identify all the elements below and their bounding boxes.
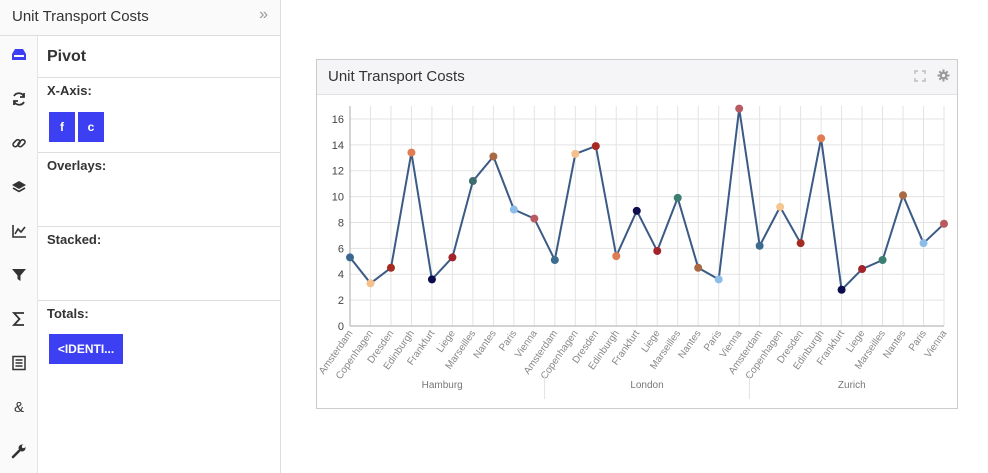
xaxis-section: X-Axis: f c [38,77,280,152]
refresh-icon[interactable] [9,89,29,109]
data-point [509,205,518,214]
overlays-section[interactable]: Overlays: [38,152,280,226]
data-point [735,104,744,113]
data-point [919,239,928,248]
card-header: Unit Transport Costs [317,60,957,95]
data-point [591,142,600,151]
sidebar-title: Unit Transport Costs [12,8,149,25]
xaxis-chip-f[interactable]: f [49,112,75,142]
y-tick-label: 12 [332,166,344,178]
y-tick-label: 6 [338,243,344,255]
sidebar: Unit Transport Costs » & [0,0,281,473]
overlays-label: Overlays: [47,158,107,173]
x-group-label: London [630,380,663,391]
data-point [612,252,621,261]
sidebar-header: Unit Transport Costs » [0,0,280,36]
data-point [468,177,477,186]
gear-icon[interactable] [937,69,950,87]
document-icon[interactable] [9,353,29,373]
data-point [899,191,908,200]
data-point [407,148,416,157]
data-point [427,275,436,284]
y-tick-label: 16 [332,114,344,126]
data-point [530,214,539,223]
data-point [386,263,395,272]
x-group-label: Zurich [838,380,866,391]
y-tick-label: 8 [338,217,344,229]
data-point [796,239,805,248]
data-point [714,275,723,284]
y-tick-label: 4 [338,269,344,281]
y-tick-label: 0 [338,321,344,333]
totals-section: Totals: <IDENTI... [38,300,280,401]
panel-title: Pivot [47,48,87,65]
xaxis-label: X-Axis: [47,83,92,98]
pivot-panel: Pivot X-Axis: f c Overlays: Stacked: Tot… [38,36,280,473]
filter-icon[interactable] [9,265,29,285]
ampersand-icon[interactable]: & [13,398,24,416]
data-point [653,246,662,255]
sigma-icon[interactable] [9,309,29,329]
y-tick-label: 14 [332,140,344,152]
y-tick-label: 2 [338,295,344,307]
expand-icon[interactable] [914,69,926,87]
totals-chip[interactable]: <IDENTI... [49,334,123,364]
data-point [366,279,375,288]
data-point [837,285,846,294]
data-point [817,134,826,143]
totals-label: Totals: [47,306,89,321]
line-chart-icon[interactable] [9,221,29,241]
y-tick-label: 10 [332,192,344,204]
stacked-section[interactable]: Stacked: [38,226,280,300]
card-title: Unit Transport Costs [328,68,465,85]
tray-icon[interactable] [9,45,29,65]
series-line [349,108,945,292]
xaxis-chip-c[interactable]: c [78,112,104,142]
data-point [755,241,764,250]
data-point [940,219,948,228]
data-point [448,253,457,262]
data-point [346,253,354,262]
data-point [571,149,580,158]
collapse-icon[interactable]: » [259,6,268,23]
stacked-label: Stacked: [47,232,102,247]
data-point [489,152,498,161]
data-point [878,256,887,264]
data-point [776,202,785,211]
x-category-label: Vienna [923,328,950,360]
x-group-label: Hamburg [422,380,463,391]
data-point [550,256,559,264]
data-point [632,206,641,215]
icon-toolbar: & [0,36,38,473]
wrench-icon[interactable] [9,441,29,461]
line-chart: 0246810121416AmsterdamCopenhagenDresdenE… [317,104,950,399]
data-point [858,265,867,274]
data-point [673,193,682,202]
chart-card: Unit Transport Costs 0 2 4 6 8 10 12 14 16 Amster… [316,59,958,409]
data-point [694,263,703,272]
layers-icon[interactable] [9,177,29,197]
link-icon[interactable] [9,133,29,153]
